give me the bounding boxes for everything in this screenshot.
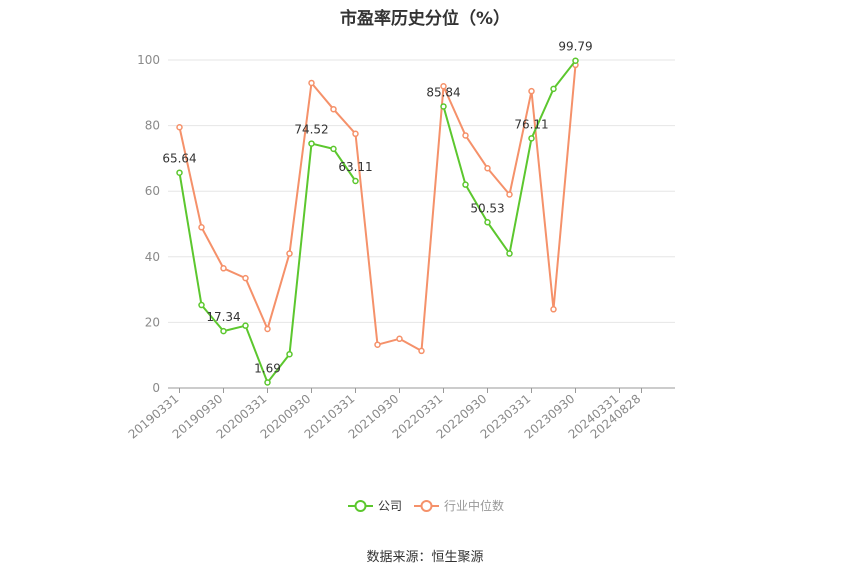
data-point — [198, 224, 205, 231]
data-point — [528, 135, 535, 142]
data-point — [506, 250, 513, 257]
data-label: 99.79 — [558, 40, 592, 54]
data-point — [506, 191, 513, 198]
data-point — [572, 57, 579, 64]
data-point — [550, 85, 557, 93]
y-tick-label: 60 — [145, 184, 160, 198]
data-point — [528, 87, 535, 95]
data-point — [286, 350, 293, 358]
data-label: 1.69 — [254, 361, 281, 375]
data-label: 50.53 — [470, 201, 504, 215]
legend-company-label: 公司 — [378, 499, 402, 513]
series-line-company — [178, 142, 357, 384]
data-label: 63.11 — [338, 160, 372, 174]
data-point — [264, 379, 271, 386]
data-point — [220, 327, 227, 335]
data-point — [330, 145, 337, 153]
data-point — [264, 325, 271, 333]
data-point — [308, 140, 315, 147]
data-point — [198, 301, 205, 309]
data-point — [242, 274, 249, 282]
data-point — [220, 265, 227, 272]
data-point — [330, 105, 337, 113]
data-point — [484, 219, 491, 226]
chart-title: 市盈率历史分位（%） — [339, 9, 511, 29]
data-point — [440, 103, 447, 110]
data-point — [396, 335, 403, 343]
data-point — [484, 164, 491, 172]
y-tick-label: 20 — [145, 315, 160, 329]
data-point — [462, 181, 469, 188]
legend-industry-marker — [420, 500, 433, 512]
data-label: 76.11 — [514, 117, 548, 131]
y-tick-label: 100 — [137, 53, 160, 67]
y-tick-label: 0 — [152, 381, 160, 395]
legend-company-marker — [354, 500, 367, 512]
data-point — [286, 250, 293, 257]
data-point — [176, 123, 183, 131]
data-point — [242, 322, 249, 329]
data-point — [440, 82, 447, 90]
y-tick-label: 40 — [145, 250, 160, 264]
data-point — [352, 177, 359, 185]
data-point — [308, 79, 315, 87]
data-point — [352, 130, 359, 138]
data-point — [462, 132, 469, 139]
y-tick-label: 80 — [145, 119, 160, 133]
data-label: 74.52 — [294, 123, 328, 137]
data-label: 65.64 — [162, 152, 196, 166]
data-point — [374, 341, 381, 348]
data-label: 85.84 — [426, 85, 460, 99]
data-point — [550, 306, 557, 313]
data-label: 17.34 — [206, 310, 240, 324]
legend-industry-label: 行业中位数 — [444, 498, 504, 513]
series-line-industry — [178, 64, 577, 352]
data-point — [176, 169, 183, 176]
data-point — [418, 347, 425, 355]
data-source: 数据来源：恒生聚源 — [366, 550, 484, 565]
